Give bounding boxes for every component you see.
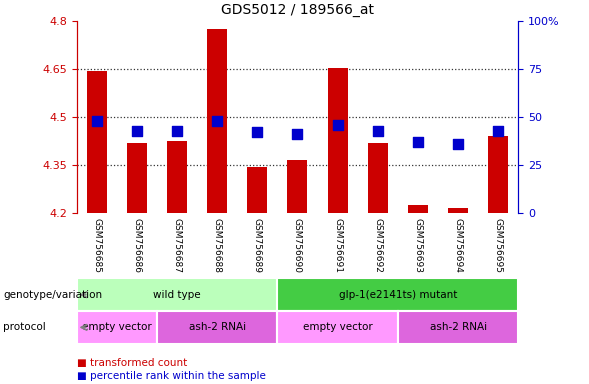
Bar (277, 278, 518, 311)
Point (92, 118, 101, 124)
Text: ash-2 RNAi: ash-2 RNAi (429, 322, 487, 333)
Bar (87, 71, 107, 213)
Text: GSM756685: GSM756685 (92, 218, 101, 273)
Text: GSM756693: GSM756693 (413, 218, 422, 273)
Point (494, 127, 503, 134)
Text: glp-1(e2141ts) mutant: glp-1(e2141ts) mutant (339, 290, 457, 300)
Bar (127, 143, 147, 213)
Point (413, 139, 423, 145)
Bar (77, 278, 277, 311)
Bar (167, 141, 187, 213)
Bar (408, 205, 428, 213)
Text: ■ transformed count: ■ transformed count (77, 358, 187, 368)
Bar (77, 311, 157, 344)
Point (454, 141, 463, 147)
Bar (247, 167, 267, 213)
Text: ■ percentile rank within the sample: ■ percentile rank within the sample (77, 371, 266, 381)
Point (172, 127, 181, 134)
Point (253, 129, 262, 136)
Point (132, 127, 141, 134)
Text: GSM756689: GSM756689 (253, 218, 262, 273)
Title: GDS5012 / 189566_at: GDS5012 / 189566_at (221, 3, 374, 17)
Bar (448, 209, 468, 213)
Bar (157, 311, 277, 344)
Point (213, 118, 222, 124)
Text: GSM756695: GSM756695 (494, 218, 503, 273)
Text: ash-2 RNAi: ash-2 RNAi (188, 322, 246, 333)
Point (373, 127, 382, 134)
Text: protocol: protocol (3, 322, 46, 333)
Point (293, 131, 302, 137)
Bar (327, 68, 348, 213)
Text: GSM756688: GSM756688 (213, 218, 221, 273)
Text: GSM756687: GSM756687 (173, 218, 181, 273)
Point (333, 122, 342, 128)
Bar (368, 143, 388, 213)
Text: wild type: wild type (153, 290, 201, 300)
Bar (207, 29, 227, 213)
Bar (277, 311, 398, 344)
Text: GSM756692: GSM756692 (373, 218, 382, 273)
Text: empty vector: empty vector (303, 322, 372, 333)
Bar (488, 136, 508, 213)
Text: GSM756686: GSM756686 (133, 218, 141, 273)
Bar (287, 161, 307, 213)
Bar (398, 311, 518, 344)
Text: GSM756694: GSM756694 (454, 218, 462, 273)
Text: GSM756691: GSM756691 (333, 218, 342, 273)
Text: genotype/variation: genotype/variation (3, 290, 102, 300)
Text: empty vector: empty vector (82, 322, 151, 333)
Text: GSM756690: GSM756690 (293, 218, 302, 273)
